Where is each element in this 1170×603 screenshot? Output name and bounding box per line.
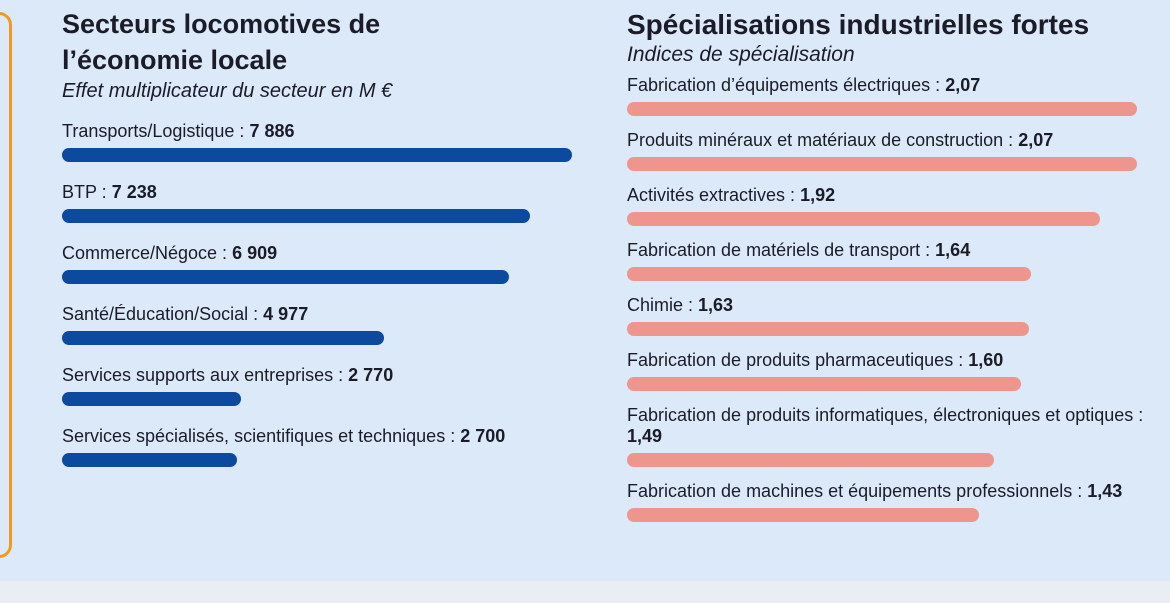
bar-item: Santé/Éducation/Social : 4 977 (62, 304, 602, 345)
bar (627, 453, 995, 467)
bar-item: BTP : 7 238 (62, 182, 602, 223)
category-label: BTP : (62, 182, 107, 202)
bar-label: Fabrication de machines et équipements p… (627, 481, 1167, 502)
bar-label: Transports/Logistique : 7 886 (62, 121, 602, 142)
bar (627, 377, 1022, 391)
value-label: 6 909 (232, 243, 278, 263)
category-label: Fabrication de matériels de transport : (627, 240, 931, 260)
category-label: Activités extractives : (627, 185, 796, 205)
category-label: Services spécialisés, scientifiques et t… (62, 426, 456, 446)
category-label: Commerce/Négoce : (62, 243, 228, 263)
bar-label: Services supports aux entreprises : 2 77… (62, 365, 602, 386)
bar-label: Santé/Éducation/Social : 4 977 (62, 304, 422, 325)
bar-item: Produits minéraux et matériaux de constr… (627, 130, 1167, 171)
bar-item: Fabrication de machines et équipements p… (627, 481, 1167, 522)
bar (627, 102, 1137, 116)
chart: Secteurs locomotives de l’économie local… (62, 6, 602, 487)
bar-item: Chimie : 1,63 (627, 295, 1167, 336)
bar-label: BTP : 7 238 (62, 182, 602, 203)
category-label: Fabrication d’équipements électriques : (627, 75, 941, 95)
bar (62, 148, 572, 162)
bar-label: Fabrication de matériels de transport : … (627, 240, 1167, 261)
bar (62, 209, 531, 223)
value-label: 2,07 (1018, 130, 1054, 150)
bar-item: Services spécialisés, scientifiques et t… (62, 426, 602, 467)
category-label: Fabrication de produits pharmaceutiques … (627, 350, 964, 370)
bar-item: Fabrication de produits pharmaceutiques … (627, 350, 1167, 391)
bar-label: Produits minéraux et matériaux de constr… (627, 130, 1167, 151)
category-label: Produits minéraux et matériaux de constr… (627, 130, 1014, 150)
bar-item: Fabrication de matériels de transport : … (627, 240, 1167, 281)
bar (627, 267, 1032, 281)
chart-title: Secteurs locomotives de l’économie local… (62, 9, 381, 75)
chart: Spécialisations industrielles fortes Indi… (627, 7, 1167, 536)
bar-item: Fabrication d’équipements électriques : … (627, 75, 1167, 116)
bar-item: Activités extractives : 1,92 (627, 185, 1167, 226)
value-label: 1,63 (698, 295, 734, 315)
chart-subtitle: Effet multiplicateur du secteur en M € (62, 80, 393, 102)
bar (62, 331, 384, 345)
footer-band (0, 581, 1170, 603)
bar-label: Fabrication de produits informatiques, é… (627, 405, 1167, 447)
bar-item: Commerce/Négoce : 6 909 (62, 243, 602, 284)
category-label: Chimie : (627, 295, 694, 315)
bar-label: Activités extractives : 1,92 (627, 185, 1167, 206)
value-label: 2 700 (460, 426, 506, 446)
value-label: 7 886 (249, 121, 295, 141)
bar-item: Fabrication de produits informatiques, é… (627, 405, 1167, 467)
category-label: Fabrication de machines et équipements p… (627, 481, 1083, 501)
bar (62, 453, 237, 467)
bar-label: Fabrication de produits pharmaceutiques … (627, 350, 1057, 371)
frame-edge (0, 12, 12, 558)
value-label: 4 977 (263, 304, 309, 324)
bar (627, 322, 1029, 336)
bar-item: Services supports aux entreprises : 2 77… (62, 365, 602, 406)
bar-label: Commerce/Négoce : 6 909 (62, 243, 602, 264)
value-label: 1,60 (968, 350, 1004, 370)
bar-label: Services spécialisés, scientifiques et t… (62, 426, 602, 447)
bar-label: Fabrication d’équipements électriques : … (627, 75, 1167, 96)
category-label: Services supports aux entreprises : (62, 365, 344, 385)
bar-label: Chimie : 1,63 (627, 295, 1167, 316)
value-label: 2,07 (945, 75, 981, 95)
bar (627, 157, 1137, 171)
category-label: Santé/Éducation/Social : (62, 304, 259, 324)
bar (62, 270, 509, 284)
bar (62, 392, 242, 406)
bar-item: Transports/Logistique : 7 886 (62, 121, 602, 162)
value-label: 1,92 (800, 185, 836, 205)
value-label: 1,64 (935, 240, 971, 260)
category-label: Transports/Logistique : (62, 121, 245, 141)
chart-subtitle: Indices de spécialisation (627, 43, 855, 66)
bar (627, 508, 980, 522)
value-label: 1,43 (1087, 481, 1123, 501)
chart-title: Spécialisations industrielles fortes (627, 9, 1090, 40)
bar (627, 212, 1101, 226)
value-label: 7 238 (111, 182, 157, 202)
category-label: Fabrication de produits informatiques, é… (627, 405, 1144, 425)
value-label: 1,49 (627, 426, 663, 446)
value-label: 2 770 (348, 365, 394, 385)
